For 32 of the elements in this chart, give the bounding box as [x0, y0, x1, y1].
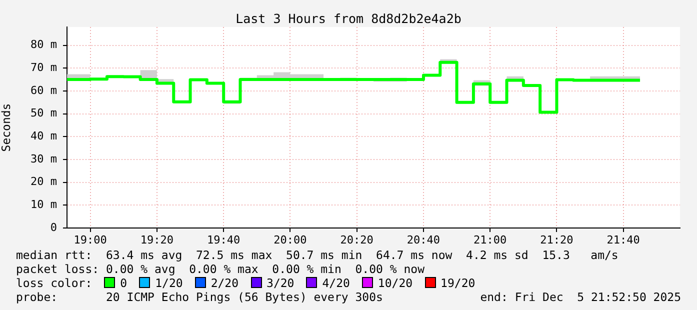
x-tick-label: 21:20	[540, 233, 574, 246]
x-tick-label: 19:00	[74, 233, 107, 246]
legend-label: 3/20	[266, 276, 294, 290]
legend-title: loss color:	[16, 276, 92, 290]
text: probe: 20 ICMP Echo Pings (56 Bytes) every 300s	[16, 290, 383, 304]
x-tick-label: 19:40	[207, 233, 240, 246]
y-tick-label: 0	[50, 220, 57, 234]
legend-label: 1/20	[155, 276, 183, 290]
x-tick-label: 21:00	[474, 233, 507, 246]
y-tick-label: 80 m	[30, 38, 58, 52]
legend-label: 0	[120, 276, 128, 290]
y-tick-label: 10 m	[30, 198, 58, 212]
legend-label: 2/20	[210, 276, 239, 290]
x-tick-label: 20:00	[274, 233, 307, 246]
legend-label: 4/20	[322, 276, 350, 290]
y-tick-label: 40 m	[30, 129, 58, 142]
x-tick-label: 20:20	[340, 233, 374, 246]
x-tick-label: 19:20	[140, 233, 174, 246]
y-tick-label: 60 m	[30, 84, 58, 97]
x-tick-label: 21:40	[606, 233, 640, 246]
y-axis-title: Seconds	[0, 103, 13, 152]
text: median rtt: 63.4 ms avg 72.5 ms max 50.7 ms min 64.7 ms now 4.2 ms sd 15.3 am/s	[16, 248, 618, 262]
legend-label: 10/20	[378, 276, 413, 290]
x-tick-label: 20:40	[406, 233, 440, 246]
chart-title: Last 3 Hours from 8d8d2b2e4a2b	[234, 11, 462, 26]
y-tick-label: 20 m	[30, 175, 58, 188]
legend-label: 19/20	[440, 276, 476, 290]
y-tick-label: 70 m	[30, 60, 58, 74]
text: packet loss: 0.00 % avg 0.00 % max 0.00 % min 0.00 % now	[16, 262, 424, 276]
text: end: Fri Dec 5 21:52:50 2025	[480, 290, 681, 304]
y-tick-label: 30 m	[30, 152, 58, 166]
y-tick-label: 50 m	[30, 106, 58, 120]
